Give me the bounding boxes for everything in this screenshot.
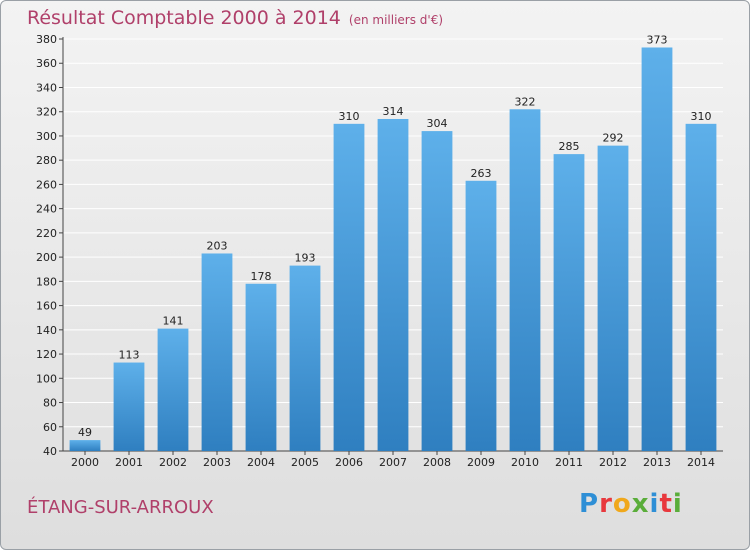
logo-letter: i [672, 489, 683, 519]
x-tick-label: 2010 [511, 456, 539, 469]
x-tick-label: 2014 [687, 456, 715, 469]
x-tick-label: 2011 [555, 456, 583, 469]
x-tick-label: 2005 [291, 456, 319, 469]
bar [509, 109, 541, 452]
x-tick-label: 2007 [379, 456, 407, 469]
bars [69, 47, 717, 452]
data-label: 285 [559, 140, 580, 153]
y-tick-label: 360 [36, 57, 57, 70]
chart-title-text: Résultat Comptable 2000 à 2014 [27, 7, 341, 29]
x-tick-label: 2003 [203, 456, 231, 469]
y-tick-label: 220 [36, 227, 57, 240]
data-label: 178 [251, 270, 272, 283]
logo-letter: t [659, 489, 673, 519]
logo-letter: r [599, 489, 613, 519]
y-tick-label: 140 [36, 324, 57, 337]
data-label: 193 [295, 252, 316, 265]
y-tick-label: 80 [43, 397, 57, 410]
y-tick-label: 260 [36, 178, 57, 191]
logo-letter: P [579, 489, 600, 519]
y-tick-label: 340 [36, 81, 57, 94]
data-label: 322 [515, 95, 536, 108]
data-label: 292 [603, 132, 624, 145]
x-tick-label: 2006 [335, 456, 363, 469]
data-label: 373 [647, 33, 668, 46]
y-tick-label: 160 [36, 300, 57, 313]
x-tick-label: 2002 [159, 456, 187, 469]
x-tick-label: 2012 [599, 456, 627, 469]
bar [465, 180, 497, 451]
bar [113, 362, 145, 451]
y-tick-label: 100 [36, 372, 57, 385]
y-tick-label: 200 [36, 251, 57, 264]
bar [597, 145, 629, 451]
logo-letter: x [631, 489, 650, 519]
x-tick-label: 2004 [247, 456, 275, 469]
x-tick-label: 2013 [643, 456, 671, 469]
logo-letter: i [649, 489, 660, 519]
bar [333, 123, 365, 451]
x-tick-label: 2000 [71, 456, 99, 469]
bar [421, 131, 453, 451]
x-tick-label: 2009 [467, 456, 495, 469]
bar [157, 328, 189, 451]
data-label: 49 [78, 426, 92, 439]
data-label: 141 [163, 315, 184, 328]
data-label: 310 [691, 110, 712, 123]
chart-unit: (en milliers d'€) [348, 13, 444, 27]
bar [69, 440, 101, 451]
labels: 40 60 80 100 120 140 160 180 200 220 240 260 280 300 3… [36, 33, 715, 469]
y-tick-label: 40 [43, 445, 57, 458]
town-name: ÉTANG-SUR-ARROUX [27, 497, 214, 518]
data-label: 310 [339, 110, 360, 123]
y-tick-label: 180 [36, 275, 57, 288]
y-tick-label: 300 [36, 130, 57, 143]
logo-letter: o [612, 489, 632, 519]
y-tick-label: 120 [36, 348, 57, 361]
bar [641, 47, 673, 451]
bar [245, 283, 277, 451]
x-tick-label: 2001 [115, 456, 143, 469]
y-tick-label: 240 [36, 203, 57, 216]
x-tick-label: 2008 [423, 456, 451, 469]
data-label: 203 [207, 239, 228, 252]
bar [685, 123, 717, 451]
bar [289, 265, 321, 451]
data-label: 113 [119, 349, 140, 362]
bar [201, 253, 233, 451]
y-tick-label: 280 [36, 154, 57, 167]
data-label: 263 [471, 167, 492, 180]
bar [553, 154, 585, 451]
y-tick-label: 380 [36, 33, 57, 46]
y-tick-label: 60 [43, 421, 57, 434]
bar [377, 118, 409, 451]
data-label: 314 [383, 105, 404, 118]
proxiti-logo[interactable]: Proxiti [579, 489, 683, 519]
data-label: 304 [427, 117, 448, 130]
chart-title: Résultat Comptable 2000 à 2014 (en millie… [27, 7, 443, 29]
y-tick-label: 320 [36, 106, 57, 119]
